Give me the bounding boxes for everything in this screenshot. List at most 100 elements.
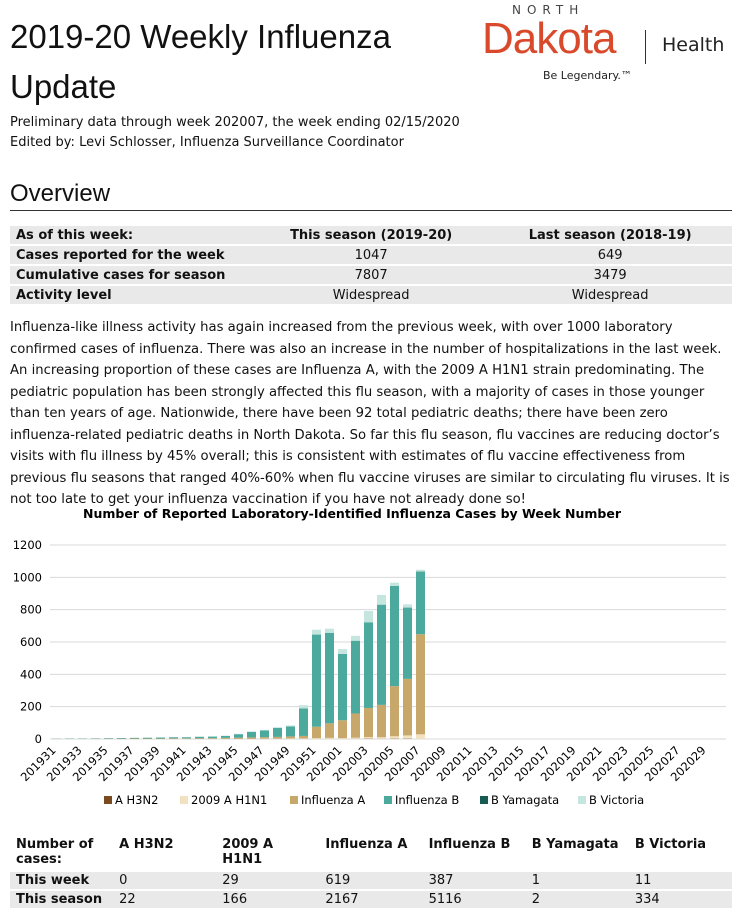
- bar-segment: [286, 736, 295, 739]
- paragraph: Influenza-like illness activity has agai…: [10, 320, 730, 507]
- bar-segment: [234, 734, 243, 738]
- subtitle-block: Preliminary data through week 202007, th…: [10, 113, 460, 153]
- bar-segment: [312, 738, 321, 739]
- bar-segment: [377, 604, 386, 705]
- legend-label: A H3N2: [115, 793, 158, 807]
- bar-segment: [195, 738, 204, 739]
- table-row: This season 22 166 2167 5116 2 334: [10, 890, 732, 910]
- table-cell: Widespread: [488, 285, 732, 306]
- table-cell: Cumulative cases for season: [10, 265, 255, 286]
- table-row: Number of cases: A H3N2 2009 A H1N1 Influen…: [10, 836, 732, 872]
- logo-top: NORTH: [512, 3, 585, 17]
- bar-segment: [273, 727, 282, 729]
- table-cell: 29: [216, 872, 320, 891]
- bar-segment: [208, 736, 217, 739]
- logo-name: Dakota: [482, 14, 616, 63]
- table-row: Activity level Widespread Widespread: [10, 285, 732, 306]
- legend-swatch: [384, 796, 392, 804]
- y-tick-label: 1200: [13, 538, 42, 552]
- bar-segment: [351, 635, 360, 641]
- table-cell: 2009 A H1N1: [222, 837, 274, 867]
- table-row: As of this week: This season (2019-20) Las…: [10, 226, 732, 246]
- bar-segment: [312, 726, 321, 739]
- legend-swatch: [578, 796, 586, 804]
- bar-segment: [351, 713, 360, 738]
- page-title: 2019-20 Weekly Influenza Update: [10, 18, 391, 105]
- table-cell: 11: [628, 872, 732, 891]
- table-cell: 7807: [254, 265, 489, 286]
- table-cell: 0: [113, 872, 217, 891]
- subtitle: Preliminary data through week 202007, th…: [10, 115, 460, 130]
- y-tick-label: 600: [20, 635, 42, 649]
- bar-segment: [403, 607, 412, 679]
- y-tick-label: 800: [20, 603, 42, 617]
- table-cell: B Victoria: [634, 837, 707, 852]
- bar-segment: [325, 723, 334, 738]
- bar-segment: [338, 649, 347, 654]
- bar-segment: [286, 726, 295, 737]
- bar-segment: [364, 610, 373, 623]
- table-cell: B Yamagata: [531, 837, 619, 852]
- summary-table: Number of cases: A H3N2 2009 A H1N1 Influen…: [10, 836, 732, 910]
- bar-segment: [299, 705, 308, 709]
- legend-label: Influenza B: [395, 793, 459, 807]
- bar-segment: [416, 571, 425, 635]
- bar-segment: [273, 728, 282, 737]
- table-cell: 22: [113, 890, 217, 910]
- bar-segment: [208, 738, 217, 739]
- bar-segment: [416, 569, 425, 572]
- y-tick-label: 1000: [13, 570, 42, 584]
- bar-segment: [416, 734, 425, 739]
- table-cell: This season (2019-20): [254, 226, 489, 246]
- legend-swatch: [480, 796, 488, 804]
- table-cell: 166: [216, 890, 320, 910]
- bar-segment: [299, 708, 308, 736]
- table-cell: 5116: [422, 890, 526, 910]
- bar-segment: [130, 737, 139, 739]
- legend-label: 2009 A H1N1: [191, 793, 267, 807]
- y-tick-label: 400: [20, 667, 42, 681]
- table-cell: 3479: [488, 265, 732, 286]
- table-cell: 334: [628, 890, 732, 910]
- table-cell: 649: [488, 245, 732, 266]
- bar-segment: [325, 737, 334, 739]
- table-cell: This season: [10, 890, 114, 910]
- table-row: Cumulative cases for season 7807 3479: [10, 265, 732, 286]
- legend-swatch: [180, 796, 188, 804]
- bar-segment: [247, 737, 256, 739]
- bar-segment: [364, 622, 373, 708]
- editor: Edited by: Levi Schlosser, Influenza Sur…: [10, 135, 404, 150]
- table-cell: Cases reported for the week: [10, 245, 255, 266]
- bar-segment: [338, 738, 347, 739]
- table-cell: Widespread: [254, 285, 489, 306]
- table-cell: Activity level: [10, 285, 255, 306]
- table-cell: 2167: [319, 890, 423, 910]
- table-cell: A H3N2: [119, 837, 174, 852]
- bar-segment: [364, 737, 373, 739]
- bar-segment: [221, 737, 230, 739]
- legend-swatch: [290, 796, 298, 804]
- bar-segment: [390, 736, 399, 739]
- overview-table: As of this week: This season (2019-20) Las…: [10, 226, 732, 306]
- bar-segment: [312, 634, 321, 727]
- bar-segment: [247, 731, 256, 738]
- bar-segment: [325, 632, 334, 724]
- bar-segment: [169, 737, 178, 739]
- bar-segment: [338, 653, 347, 721]
- bar-segment: [312, 629, 321, 635]
- bar-segment: [325, 628, 334, 633]
- table-cell: Last season (2018-19): [488, 226, 732, 246]
- bar-segment: [286, 725, 295, 727]
- bar-segment: [377, 737, 386, 739]
- section-heading: Overview: [10, 180, 732, 211]
- logo-tagline: Be Legendary.™: [543, 69, 632, 82]
- bar-segment: [273, 736, 282, 739]
- bar-segment: [299, 735, 308, 739]
- bar-segment: [403, 604, 412, 608]
- bar-segment: [182, 737, 191, 739]
- logo-divider: [645, 30, 646, 64]
- y-tick-label: 200: [20, 700, 42, 714]
- bar-segment: [416, 634, 425, 735]
- bar-segment: [403, 678, 412, 736]
